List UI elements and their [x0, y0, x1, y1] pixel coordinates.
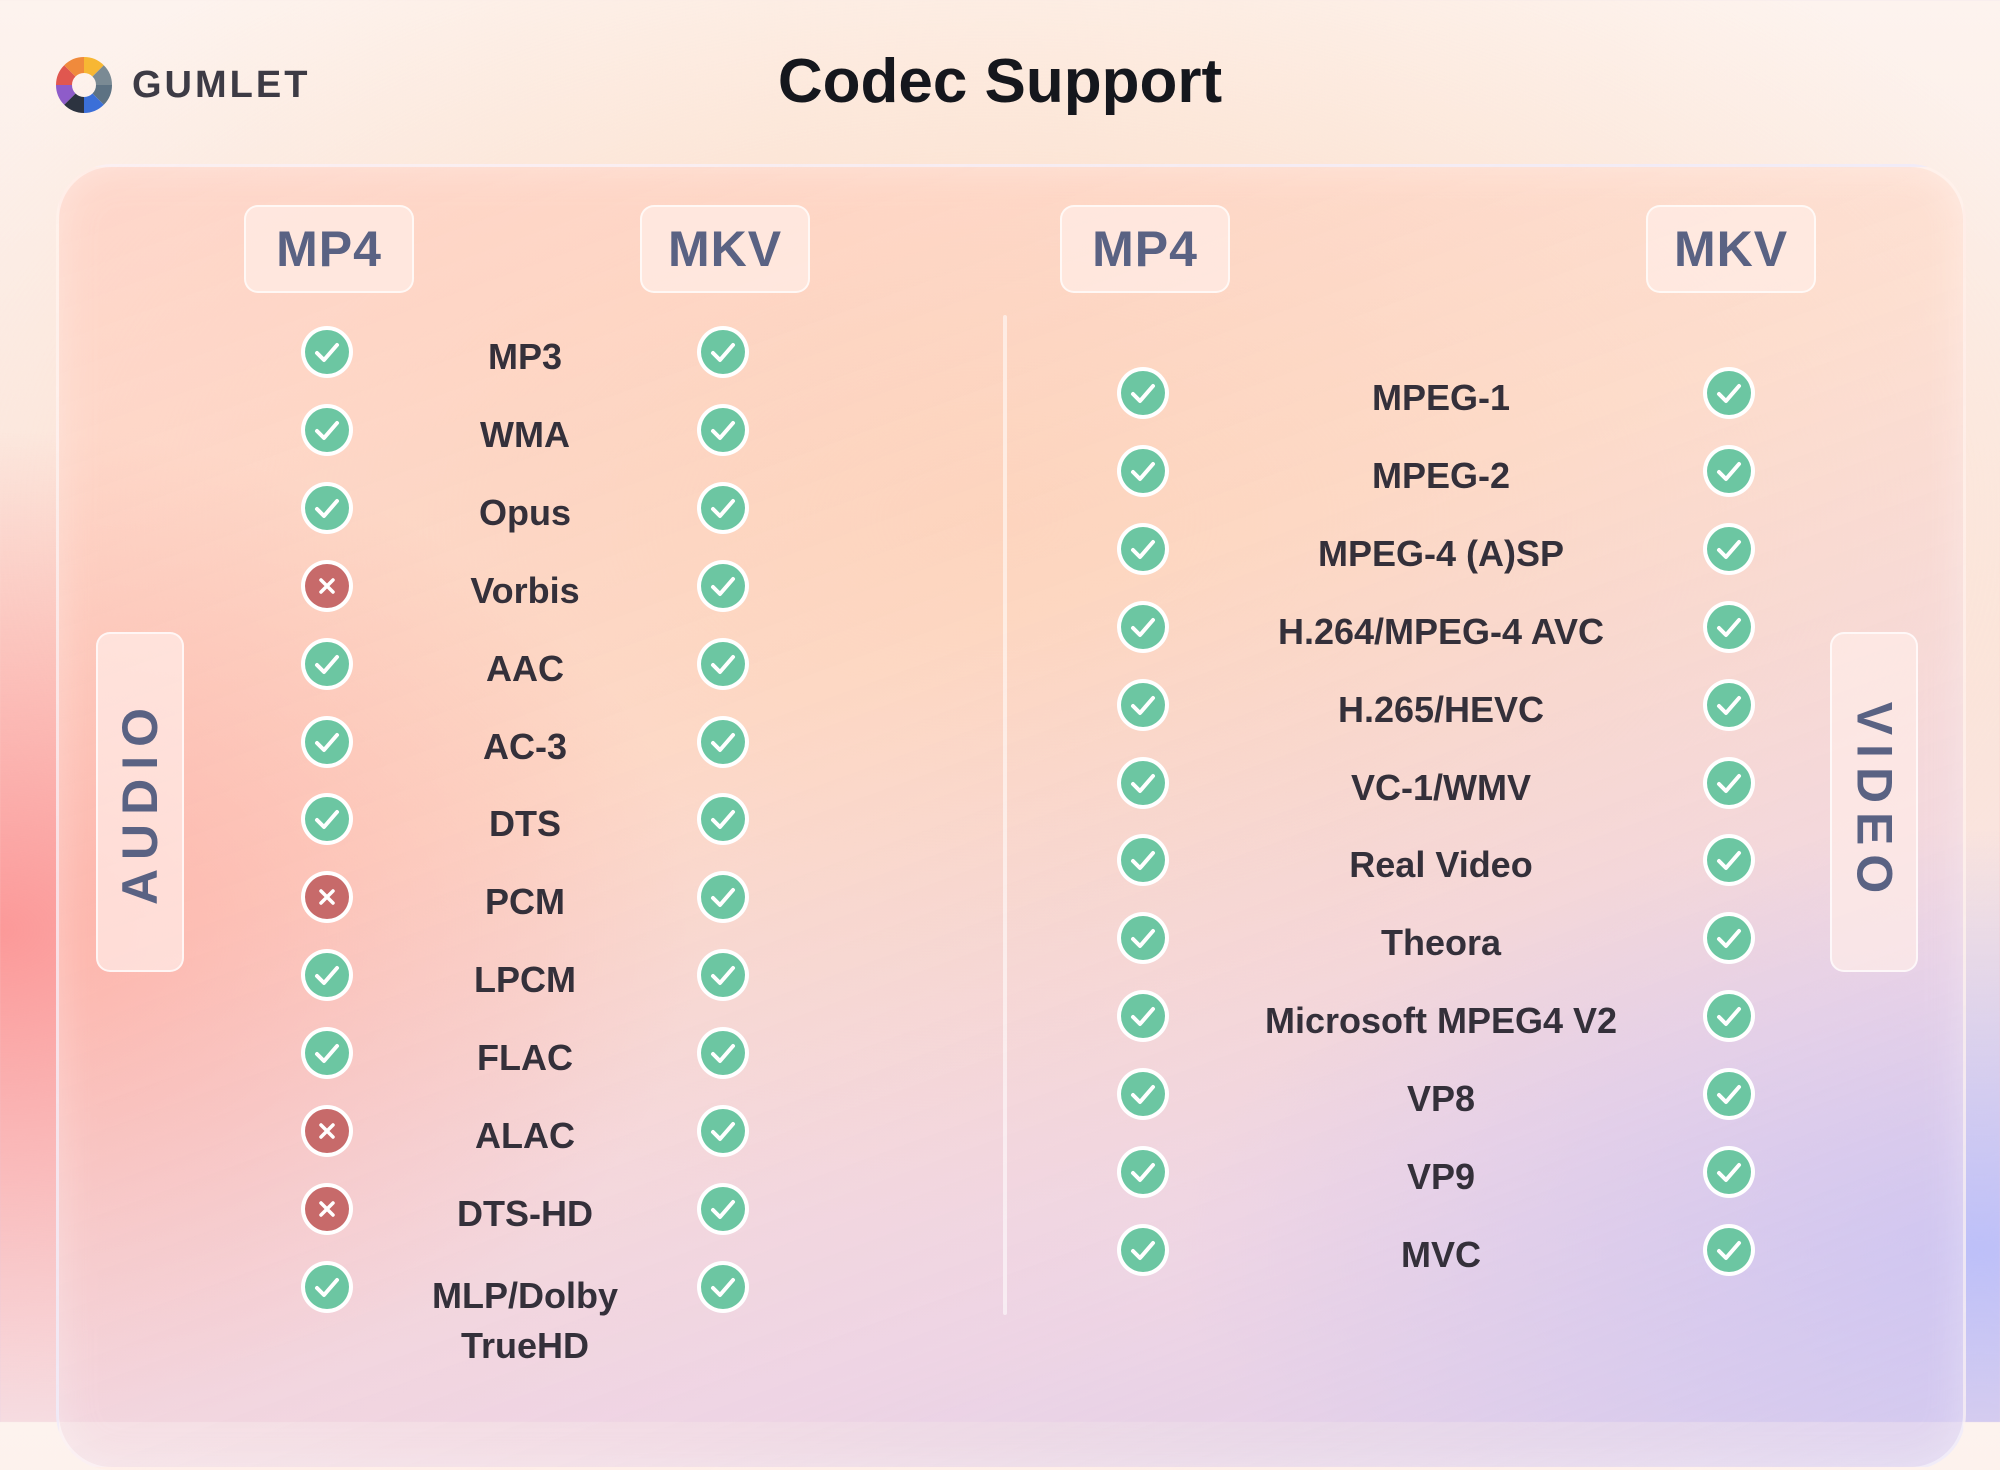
audio-mp4-header: MP4	[244, 205, 414, 293]
audio-mkv-check-icon	[697, 326, 749, 378]
codec-name: VP8	[1406, 1078, 1476, 1120]
codec-name: Microsoft MPEG4 V2	[1264, 1000, 1618, 1042]
audio-mkv-check-icon	[697, 949, 749, 1002]
video-mp4-check-icon	[1117, 1223, 1169, 1276]
audio-mkv-check-icon	[697, 1260, 749, 1313]
video-mkv-check-icon	[1703, 1068, 1755, 1121]
codec-name: MPEG-4 (A)SP	[1317, 532, 1565, 574]
audio-mkv-header: MKV	[640, 205, 810, 293]
codec-name: Vorbis	[470, 569, 580, 611]
audio-mp4-check-icon	[301, 403, 353, 456]
codec-name: MP3	[487, 336, 563, 377]
codec-name: VC-1/WMV	[1351, 766, 1531, 808]
codec-name: FLAC	[477, 1037, 573, 1079]
video-section-label: VIDEO	[1830, 632, 1918, 972]
video-mp4-check-icon	[1117, 1146, 1169, 1198]
video-mkv-check-icon	[1703, 600, 1755, 653]
audio-mkv-check-icon	[697, 715, 749, 768]
video-mp4-check-icon	[1117, 367, 1169, 419]
video-section-text: VIDEO	[1846, 701, 1902, 903]
video-mkv-check-icon	[1703, 1223, 1755, 1276]
section-divider	[1003, 315, 1007, 1315]
codec-name-line: MLP/Dolby	[432, 1274, 618, 1316]
codec-name: PCM	[485, 881, 565, 923]
codec-name: AAC	[486, 647, 564, 689]
video-mp4-check-icon	[1117, 1068, 1169, 1121]
audio-mp4-cross-icon	[301, 871, 353, 924]
codec-name: Theora	[1380, 922, 1502, 964]
audio-mp4-cross-icon	[301, 559, 353, 612]
audio-mkv-check-icon	[697, 793, 749, 846]
codec-name: MLP/Dolby TrueHD	[305, 1271, 745, 1371]
video-mkv-check-icon	[1703, 444, 1755, 497]
video-mp4-check-icon	[1117, 600, 1169, 653]
audio-mkv-check-icon	[697, 481, 749, 534]
codec-name: DTS-HD	[457, 1192, 593, 1234]
audio-mp4-check-icon	[301, 637, 353, 690]
audio-mp4-check-icon	[301, 949, 353, 1002]
codec-name: DTS	[489, 803, 561, 845]
codec-name: VP9	[1406, 1156, 1476, 1197]
codec-name: LPCM	[474, 959, 576, 1001]
video-mp4-check-icon	[1117, 522, 1169, 575]
audio-mkv-check-icon	[697, 559, 749, 612]
video-mkv-check-icon	[1703, 678, 1755, 731]
audio-mp4-cross-icon	[301, 1182, 353, 1235]
video-mkv-check-icon	[1703, 522, 1755, 575]
video-mkv-check-icon	[1703, 367, 1755, 419]
logo: GUMLET	[54, 54, 310, 116]
audio-mkv-check-icon	[697, 403, 749, 456]
brand-name: GUMLET	[132, 63, 311, 106]
codec-name: H.265/HEVC	[1337, 688, 1545, 730]
codec-panel	[56, 164, 1966, 1470]
video-mkv-check-icon	[1703, 990, 1755, 1043]
video-mp4-check-icon	[1117, 834, 1169, 887]
audio-mp4-check-icon	[301, 1260, 353, 1313]
audio-mp4-check-icon	[301, 481, 353, 534]
audio-mp4-check-icon	[301, 326, 353, 378]
audio-section-text: AUDIO	[112, 698, 169, 906]
video-mp4-check-icon	[1117, 990, 1169, 1043]
video-mkv-check-icon	[1703, 912, 1755, 965]
audio-mkv-check-icon	[697, 871, 749, 924]
video-mkv-check-icon	[1703, 1146, 1755, 1198]
audio-mkv-check-icon	[697, 1105, 749, 1157]
video-mp4-check-icon	[1117, 912, 1169, 965]
page-title: Codec Support	[777, 47, 1223, 116]
codec-name: AC-3	[482, 725, 567, 767]
audio-mkv-check-icon	[697, 637, 749, 690]
codec-name: Real Video	[1349, 844, 1533, 886]
audio-mkv-check-icon	[697, 1182, 749, 1235]
video-mkv-check-icon	[1703, 756, 1755, 809]
video-mp4-check-icon	[1117, 756, 1169, 809]
video-mkv-check-icon	[1703, 834, 1755, 887]
audio-mp4-cross-icon	[301, 1105, 353, 1157]
codec-name: Opus	[478, 491, 571, 533]
codec-name: MVC	[1401, 1233, 1481, 1275]
codec-name: MPEG-2	[1371, 454, 1511, 496]
video-mp4-check-icon	[1117, 444, 1169, 497]
video-mp4-check-icon	[1117, 678, 1169, 731]
audio-section-label: AUDIO	[96, 632, 184, 972]
audio-mp4-check-icon	[301, 1027, 353, 1080]
video-mp4-header: MP4	[1060, 205, 1230, 293]
audio-mp4-check-icon	[301, 715, 353, 768]
audio-mkv-check-icon	[697, 1027, 749, 1080]
gumlet-logo-icon	[56, 57, 112, 113]
codec-name: MPEG-1	[1371, 377, 1511, 418]
video-mkv-header: MKV	[1646, 205, 1816, 293]
codec-name-line: TrueHD	[460, 1324, 590, 1366]
codec-name: WMA	[480, 413, 570, 455]
audio-mp4-check-icon	[301, 793, 353, 846]
codec-name: H.264/MPEG-4 AVC	[1277, 610, 1605, 652]
codec-name: ALAC	[475, 1115, 575, 1156]
